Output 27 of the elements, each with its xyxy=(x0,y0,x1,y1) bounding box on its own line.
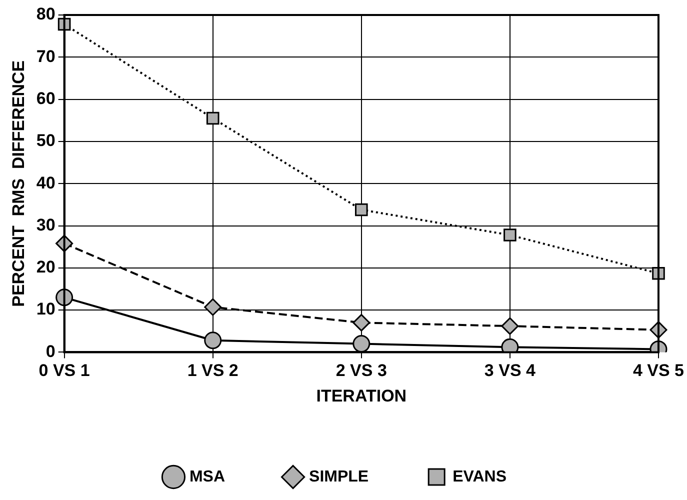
legend-label: MSA xyxy=(189,468,226,486)
y-tick-label: 20 xyxy=(36,258,56,277)
legend-label: EVANS xyxy=(452,468,507,486)
y-tick-label: 40 xyxy=(36,173,56,192)
y-tick-label: 50 xyxy=(36,131,56,150)
y-axis-title: PERCENT RMS DIFFERENCE xyxy=(8,60,28,307)
y-tick-label: 60 xyxy=(36,88,56,108)
point xyxy=(501,317,519,335)
legend-label: SIMPLE xyxy=(309,468,369,486)
x-tick-label: 0 VS 1 xyxy=(38,361,90,380)
point xyxy=(352,314,370,332)
x-tick-label: 3 VS 4 xyxy=(484,361,536,380)
y-tick-label: 10 xyxy=(36,300,56,319)
y-tick-label: 70 xyxy=(36,46,56,66)
point xyxy=(504,228,516,242)
point xyxy=(204,298,222,316)
y-tick-label: 80 xyxy=(36,4,56,24)
y-tick-label: 0 xyxy=(46,342,56,361)
x-tick-label: 2 VS 3 xyxy=(336,361,387,380)
point xyxy=(352,335,370,352)
point xyxy=(354,203,368,216)
x-tick-label: 4 VS 5 xyxy=(632,361,684,380)
point xyxy=(206,112,220,125)
point xyxy=(204,332,222,350)
x-axis-title: ITERATION xyxy=(316,386,407,406)
y-tick-label: 30 xyxy=(36,215,56,234)
x-tick-label: 1 VS 2 xyxy=(187,361,238,380)
